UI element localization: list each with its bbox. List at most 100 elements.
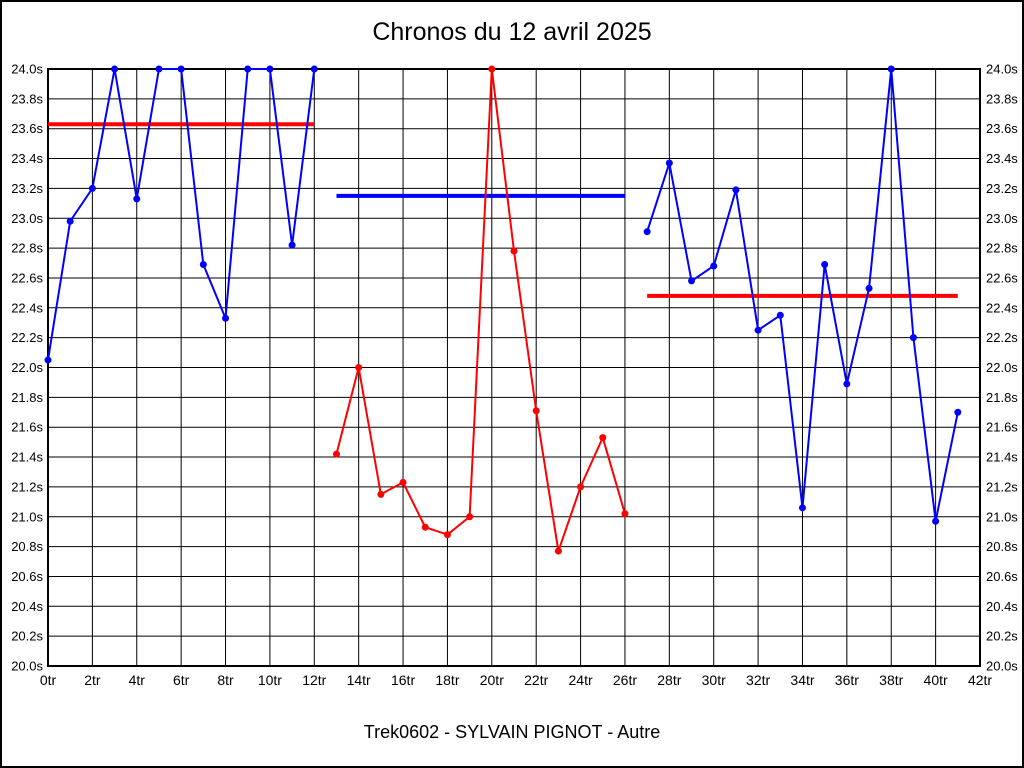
y-axis-tick-label-right: 22.4s [986,300,1018,315]
y-axis-tick-label-right: 23.0s [986,211,1018,226]
y-axis-tick-label-left: 21.4s [11,450,43,465]
y-axis-tick-label-right: 22.8s [986,241,1018,256]
x-axis-tick-label: 24tr [569,672,593,688]
data-point-segment-1-2 [88,184,96,192]
y-axis-tick-label-right: 20.2s [986,629,1018,644]
x-axis-tick-label: 4tr [129,672,146,688]
y-axis-tick-label-right: 20.0s [986,659,1018,674]
y-axis-tick-label-left: 20.4s [11,599,43,614]
y-axis-tick-label-left: 24.0s [11,62,43,77]
x-axis-tick-label: 28tr [657,672,681,688]
chart-title: Chronos du 12 avril 2025 [372,18,652,46]
y-axis-tick-label-right: 22.0s [986,360,1018,375]
x-axis-tick-label: 34tr [790,672,814,688]
x-axis-tick-label: 14tr [347,672,371,688]
data-point-segment-1-7 [199,261,207,269]
x-axis-tick-label: 22tr [524,672,548,688]
y-axis-tick-label-left: 22.4s [11,300,43,315]
x-axis-tick-label: 30tr [702,672,726,688]
y-axis-tick-label-left: 20.8s [11,539,43,554]
data-point-segment-1-11 [288,241,296,249]
y-axis-tick-label-right: 23.2s [986,181,1018,196]
data-point-segment-2-18 [443,531,451,539]
y-axis-tick-label-left: 20.2s [11,629,43,644]
data-point-segment-3-38 [887,65,895,73]
y-axis-tick-label-left: 23.2s [11,181,43,196]
data-point-segment-3-33 [776,311,784,319]
y-axis-tick-label-left: 22.0s [11,360,43,375]
y-axis-tick-label-right: 22.2s [986,330,1018,345]
y-axis-tick-label-left: 23.4s [11,151,43,166]
x-axis-tick-label: 16tr [391,672,415,688]
data-point-segment-3-41 [954,408,962,416]
x-axis-tick-label: 32tr [746,672,770,688]
y-axis-tick-label-left: 23.0s [11,211,43,226]
data-point-segment-3-32 [754,326,762,334]
data-point-segment-2-16 [399,478,407,486]
data-point-segment-3-28 [665,159,673,167]
data-point-segment-2-19 [466,513,474,521]
data-point-segment-2-13 [332,450,340,458]
y-axis-tick-label-right: 21.0s [986,509,1018,524]
y-axis-tick-label-right: 21.2s [986,479,1018,494]
data-point-segment-2-26 [621,510,629,518]
y-axis-tick-label-right: 20.6s [986,569,1018,584]
x-axis-tick-label: 42tr [968,672,992,688]
x-axis-tick-label: 38tr [879,672,903,688]
data-point-segment-3-29 [688,277,696,285]
data-point-segment-3-34 [798,504,806,512]
y-axis-tick-label-right: 20.4s [986,599,1018,614]
y-axis-tick-label-left: 21.8s [11,390,43,405]
y-axis-tick-label-right: 23.6s [986,121,1018,136]
x-axis-tick-label: 36tr [835,672,859,688]
data-point-segment-1-1 [66,217,74,225]
y-axis-tick-label-left: 22.8s [11,241,43,256]
data-point-segment-1-0 [44,356,52,364]
plot-border [47,68,981,667]
data-point-segment-2-20 [488,65,496,73]
data-point-segment-3-30 [710,262,718,270]
chart-footer-label: Trek0602 - SYLVAIN PIGNOT - Autre [363,722,661,742]
x-axis-tick-label: 0tr [40,672,57,688]
y-axis-tick-label-left: 20.6s [11,569,43,584]
data-point-segment-2-17 [421,523,429,531]
y-axis-tick-label-left: 22.6s [11,270,43,285]
x-axis-tick-label: 40tr [924,672,948,688]
x-axis-tick-label: 12tr [302,672,326,688]
data-point-segment-2-22 [532,407,540,415]
y-axis-tick-label-right: 24.0s [986,62,1018,77]
y-axis-tick-label-right: 22.6s [986,270,1018,285]
data-point-segment-1-6 [177,65,185,73]
data-point-segment-2-23 [554,547,562,555]
data-point-segment-1-4 [133,195,141,203]
y-axis-tick-label-left: 21.0s [11,509,43,524]
data-point-segment-3-27 [643,228,651,236]
y-axis-tick-label-left: 21.2s [11,479,43,494]
data-point-segment-1-10 [266,65,274,73]
data-point-segment-2-24 [577,483,585,491]
y-axis-tick-label-left: 20.0s [11,659,43,674]
data-point-segment-2-14 [355,364,363,371]
y-axis-tick-label-left: 23.8s [11,91,43,106]
y-axis-tick-label-left: 22.2s [11,330,43,345]
x-axis-tick-label: 2tr [84,672,101,688]
data-point-segment-3-39 [909,334,917,342]
data-point-segment-3-37 [865,284,873,292]
y-axis-tick-label-right: 21.8s [986,390,1018,405]
x-axis-tick-label: 26tr [613,672,637,688]
data-point-segment-2-25 [599,434,607,442]
y-axis-tick-label-right: 23.8s [986,91,1018,106]
data-point-segment-1-5 [155,65,163,73]
data-point-segment-2-21 [510,247,518,255]
data-point-segment-2-15 [377,490,385,498]
data-point-segment-3-36 [843,380,851,388]
y-axis-tick-label-right: 20.8s [986,539,1018,554]
y-axis-tick-label-right: 21.6s [986,420,1018,435]
data-point-segment-3-35 [821,261,829,269]
x-axis-tick-label: 8tr [217,672,234,688]
x-axis-tick-label: 20tr [480,672,504,688]
series-line-segment-2 [335,68,626,552]
y-axis-tick-label-right: 21.4s [986,450,1018,465]
